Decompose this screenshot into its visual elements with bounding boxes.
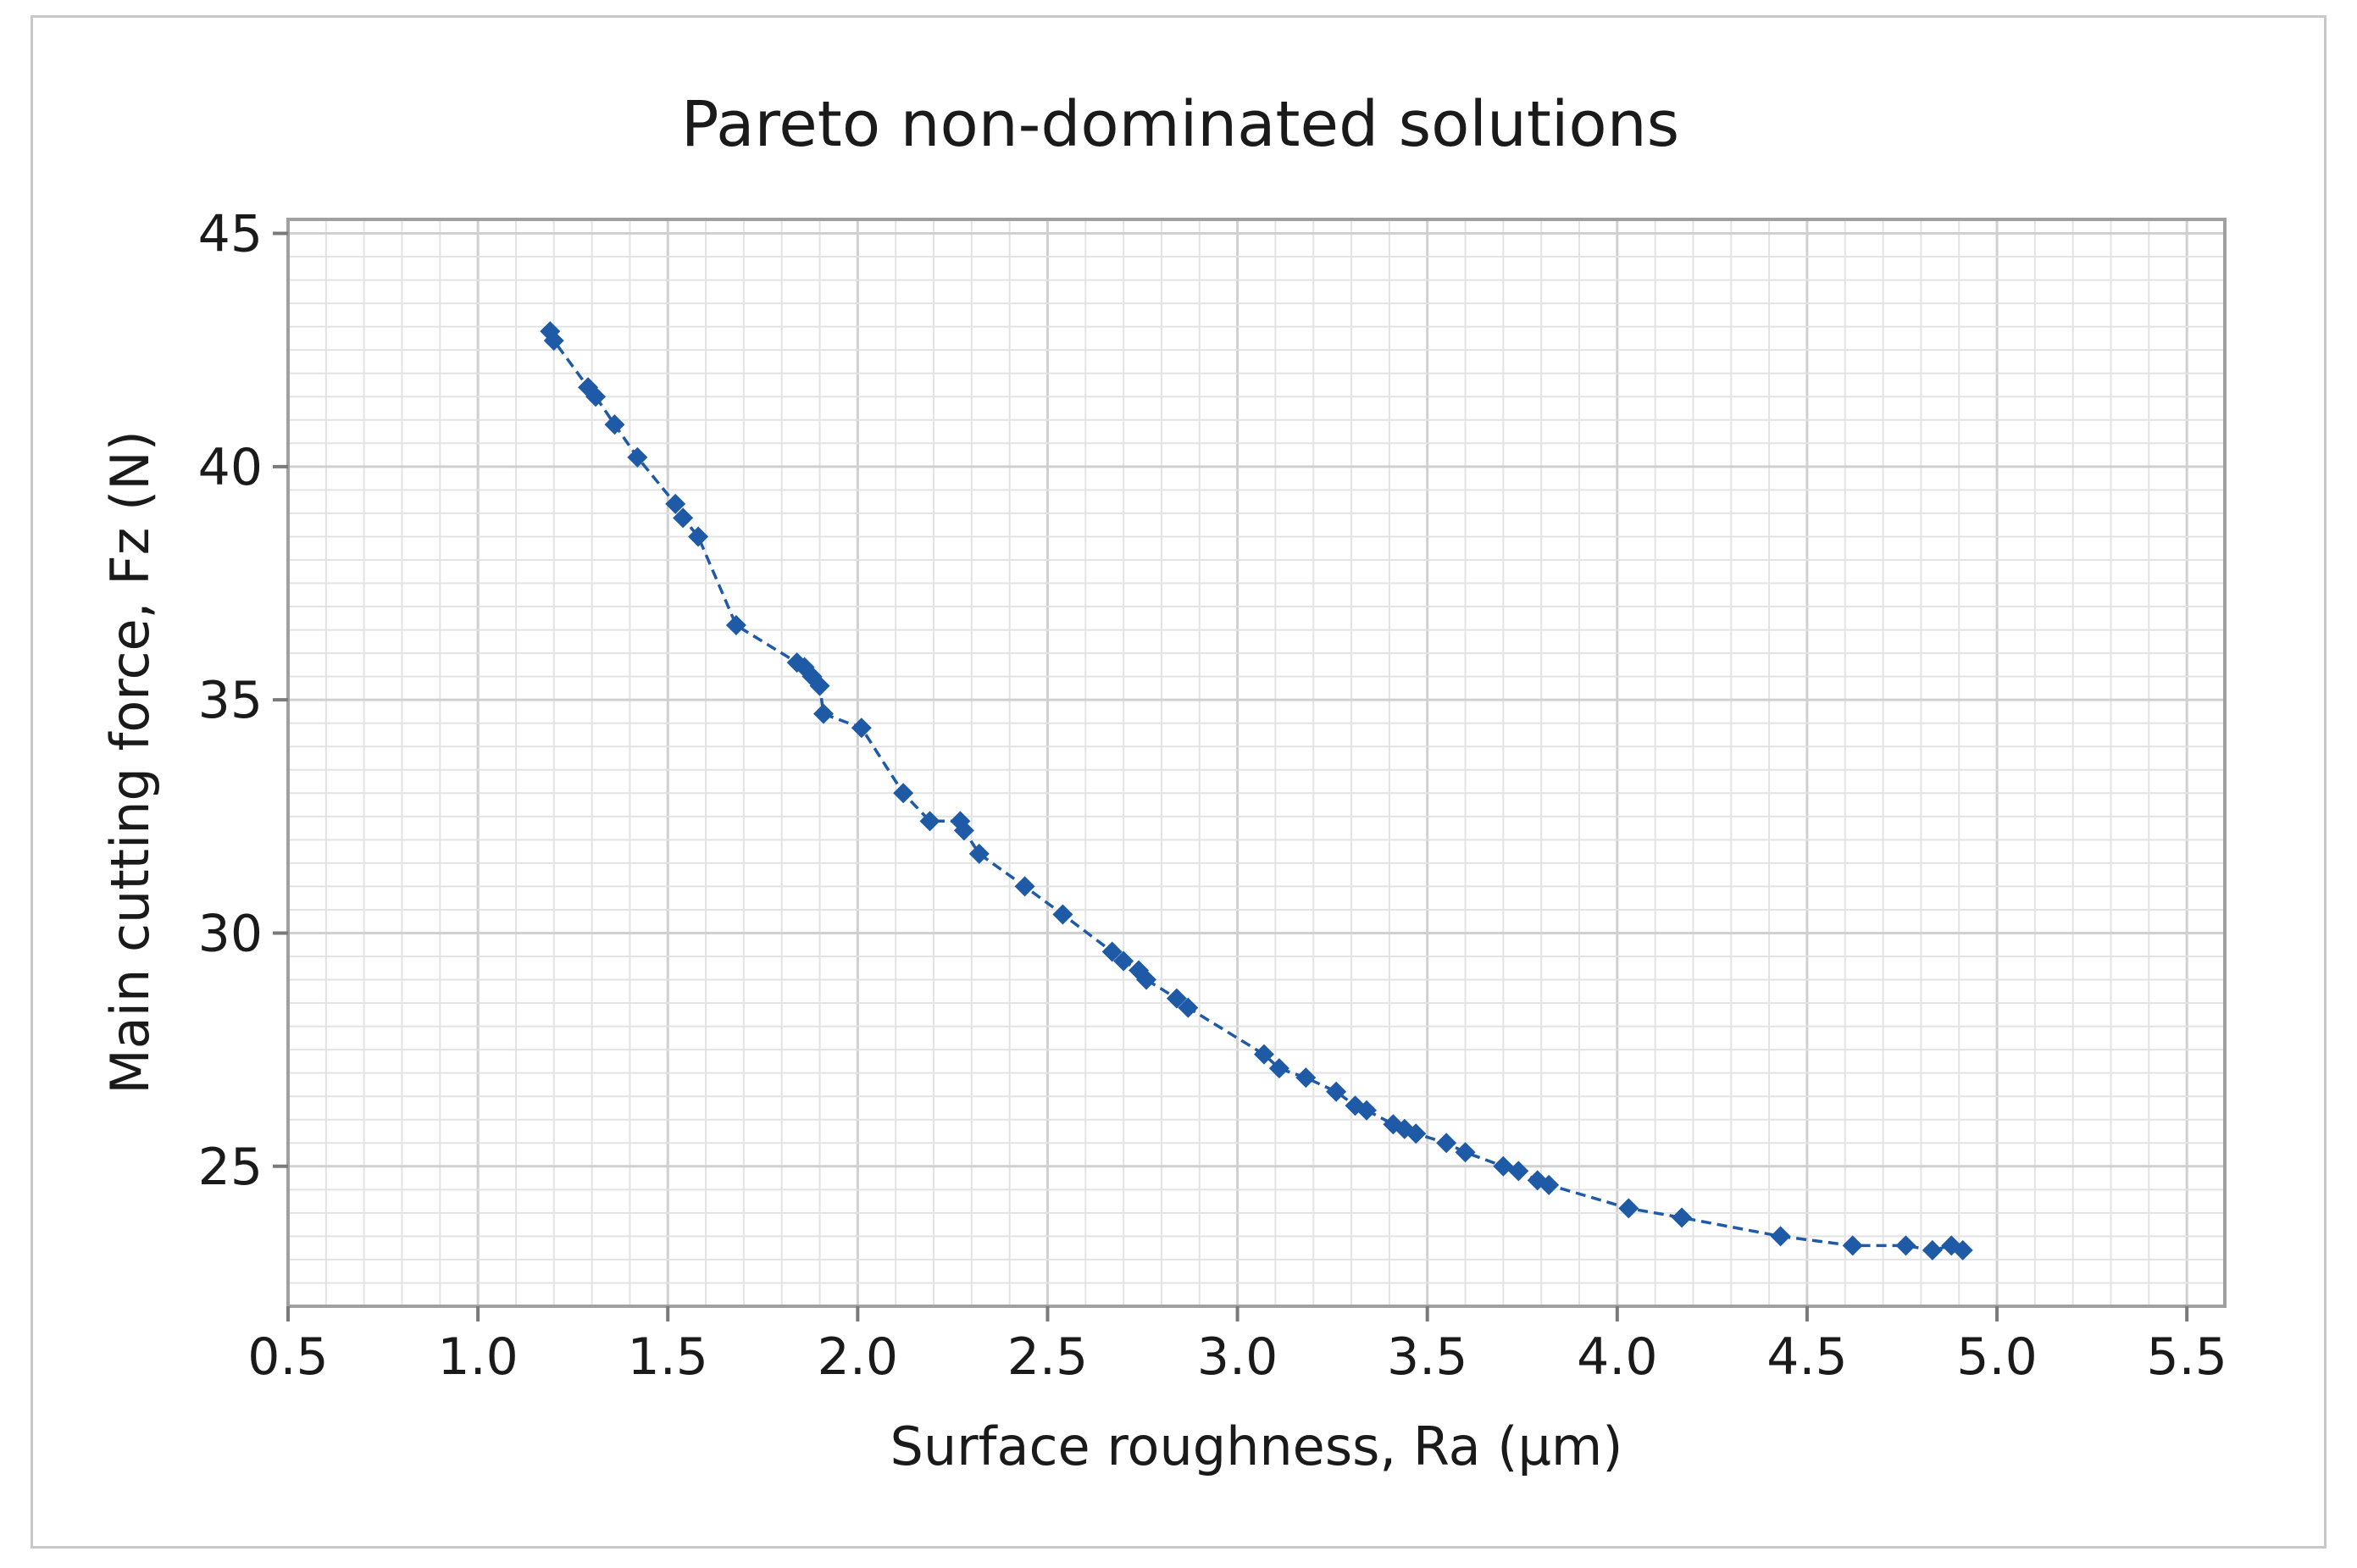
data-point bbox=[813, 703, 835, 724]
y-tick-label: 35 bbox=[198, 671, 263, 730]
data-point bbox=[627, 446, 648, 468]
data-point bbox=[1356, 1100, 1377, 1121]
x-tick-label: 2.0 bbox=[818, 1327, 898, 1387]
x-tick-label: 0.5 bbox=[247, 1327, 328, 1387]
data-point bbox=[1842, 1235, 1863, 1256]
data-point bbox=[1436, 1133, 1457, 1154]
data-point bbox=[1895, 1235, 1916, 1256]
plot-area bbox=[286, 218, 2227, 1308]
chart-title: Pareto non-dominated solutions bbox=[681, 88, 1679, 161]
data-point bbox=[953, 820, 974, 841]
y-tick-label: 40 bbox=[198, 438, 263, 497]
data-point bbox=[1113, 950, 1134, 972]
data-point bbox=[851, 718, 872, 739]
data-point bbox=[604, 414, 625, 435]
data-point bbox=[585, 386, 607, 407]
x-tick-label: 3.0 bbox=[1197, 1327, 1278, 1387]
x-tick-label: 4.5 bbox=[1766, 1327, 1847, 1387]
data-point bbox=[1952, 1239, 1973, 1260]
data-point bbox=[1136, 969, 1157, 990]
data-point bbox=[1295, 1067, 1317, 1089]
y-tick-label: 45 bbox=[198, 205, 263, 264]
data-point bbox=[673, 507, 694, 529]
y-tick-label: 30 bbox=[198, 904, 263, 963]
y-axis-title: Main cutting force, Fz (N) bbox=[99, 430, 161, 1094]
data-point bbox=[1508, 1161, 1529, 1182]
x-tick-label: 5.0 bbox=[1956, 1327, 2037, 1387]
data-point bbox=[543, 330, 564, 352]
data-point bbox=[1618, 1198, 1639, 1219]
series-pareto-front bbox=[540, 321, 1973, 1260]
y-tick-label: 25 bbox=[198, 1138, 263, 1197]
x-tick-label: 4.0 bbox=[1577, 1327, 1657, 1387]
data-point bbox=[1770, 1226, 1791, 1247]
data-point bbox=[919, 811, 940, 832]
data-point bbox=[1455, 1142, 1476, 1163]
data-point bbox=[725, 615, 746, 636]
x-tick-label: 2.5 bbox=[1007, 1327, 1088, 1387]
data-point bbox=[1493, 1155, 1514, 1177]
x-tick-label: 1.0 bbox=[437, 1327, 518, 1387]
data-point bbox=[968, 843, 990, 864]
data-point bbox=[1922, 1239, 1943, 1260]
data-point bbox=[809, 675, 830, 696]
axes: 0.5 1.0 1.5 2.0 2.5 3.0 3.5 4.0 4.5 5.0 5.5 25 30 35 4… bbox=[198, 205, 2227, 1387]
x-tick-label: 5.5 bbox=[2146, 1327, 2227, 1387]
series-line bbox=[548, 330, 1964, 1252]
data-point bbox=[1253, 1044, 1274, 1065]
data-point bbox=[1014, 876, 1035, 897]
data-point bbox=[1052, 904, 1073, 925]
x-tick-label: 1.5 bbox=[628, 1327, 708, 1387]
data-point bbox=[1268, 1058, 1289, 1079]
data-point bbox=[1406, 1123, 1427, 1144]
data-point bbox=[893, 783, 914, 804]
x-tick-label: 3.5 bbox=[1387, 1327, 1467, 1387]
data-point bbox=[1672, 1207, 1693, 1228]
data-point bbox=[665, 493, 686, 514]
data-point bbox=[1178, 997, 1199, 1018]
chart-frame bbox=[31, 15, 2326, 1549]
data-point bbox=[1539, 1174, 1560, 1195]
data-point bbox=[688, 526, 709, 547]
data-point bbox=[1166, 988, 1187, 1009]
x-axis-title: Surface roughness, Ra (µm) bbox=[890, 1416, 1622, 1477]
grid bbox=[286, 219, 2226, 1307]
data-point bbox=[1326, 1081, 1347, 1102]
data-point bbox=[1101, 941, 1123, 962]
